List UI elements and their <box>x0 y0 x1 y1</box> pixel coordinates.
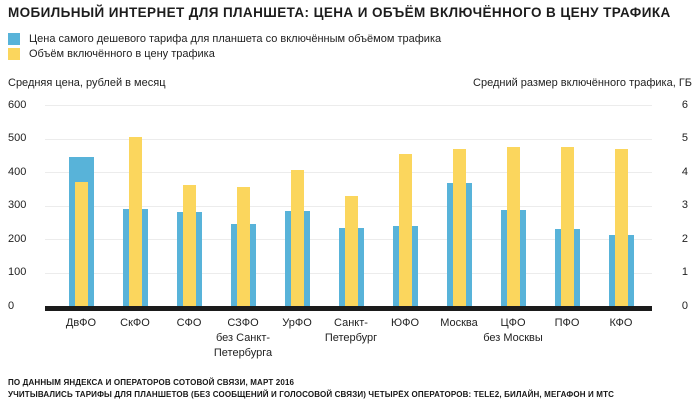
source-note: ПО ДАННЫМ ЯНДЕКСА И ОПЕРАТОРОВ СОТОВОЙ С… <box>8 377 696 401</box>
x-category-label: УрФО <box>282 317 312 329</box>
x-category-label: ПФО <box>554 317 580 329</box>
left-axis-tick-label: 100 <box>8 266 27 278</box>
left-axis-tick-label: 0 <box>8 299 15 312</box>
right-axis-tick-label: 6 <box>681 98 688 111</box>
left-axis-tick-label: 600 <box>8 98 27 111</box>
x-axis-line <box>45 306 652 311</box>
legend-item-volume-label: Объём включённого в цену трафика <box>29 47 215 60</box>
bar-volume <box>344 195 358 306</box>
right-axis-tick-label: 2 <box>681 232 688 245</box>
source-note-line1: ПО ДАННЫМ ЯНДЕКСА И ОПЕРАТОРОВ СОТОВОЙ С… <box>8 378 295 387</box>
right-axis-tick-label: 5 <box>681 132 688 144</box>
left-axis-tick-label: 500 <box>8 132 27 144</box>
left-axis-title: Средняя цена, рублей в месяц <box>8 77 166 89</box>
x-category-label: ДвФО <box>65 317 97 329</box>
bar-volume <box>452 148 466 306</box>
left-axis-tick-label: 300 <box>8 199 27 211</box>
x-category-label: ЮФО <box>390 317 420 329</box>
bar-volume <box>74 182 88 306</box>
gridline <box>45 105 652 106</box>
chart-title: МОБИЛЬНЫЙ ИНТЕРНЕТ ДЛЯ ПЛАНШЕТА: ЦЕНА И … <box>8 5 671 20</box>
x-category-label: Санкт- Петербург <box>324 317 378 344</box>
source-note-line2: УЧИТЫВАЛИСЬ ТАРИФЫ ДЛЯ ПЛАНШЕТОВ (БЕЗ СО… <box>8 390 615 399</box>
bar-volume <box>182 185 196 306</box>
volume-series-swatch <box>8 47 20 60</box>
bar-volume <box>398 153 412 306</box>
right-axis-tick-label: 3 <box>681 199 688 211</box>
legend-item-price: Цена самого дешевого тарифа для планшета… <box>8 31 441 46</box>
bar-volume <box>128 136 142 306</box>
legend-item-volume: Объём включённого в цену трафика <box>8 46 441 61</box>
bar-volume <box>236 187 250 306</box>
left-axis-tick-label: 400 <box>8 165 27 178</box>
gridline <box>45 138 652 140</box>
bar-volume <box>614 148 628 306</box>
x-category-label: Москва <box>440 317 478 329</box>
gridline <box>45 172 652 173</box>
x-category-label: ЦФО без Москвы <box>483 317 543 344</box>
right-axis-title: Средний размер включённого трафика, ГБ <box>473 77 692 89</box>
legend-item-price-label: Цена самого дешевого тарифа для планшета… <box>29 32 442 45</box>
legend: Цена самого дешевого тарифа для планшета… <box>8 31 441 61</box>
x-category-label: СФО <box>176 317 202 329</box>
right-axis-tick-label: 0 <box>681 299 688 312</box>
x-category-label: КФО <box>609 317 633 329</box>
right-axis-tick-label: 1 <box>681 266 688 278</box>
bar-volume <box>560 146 574 306</box>
x-category-label: СЗФО без Санкт- Петербурга <box>213 317 273 359</box>
x-category-label: СкФО <box>120 317 150 329</box>
price-series-swatch <box>8 32 20 45</box>
bar-volume <box>506 146 520 306</box>
left-axis-tick-label: 200 <box>8 232 27 245</box>
bar-volume <box>290 170 304 306</box>
right-axis-tick-label: 4 <box>681 165 688 178</box>
